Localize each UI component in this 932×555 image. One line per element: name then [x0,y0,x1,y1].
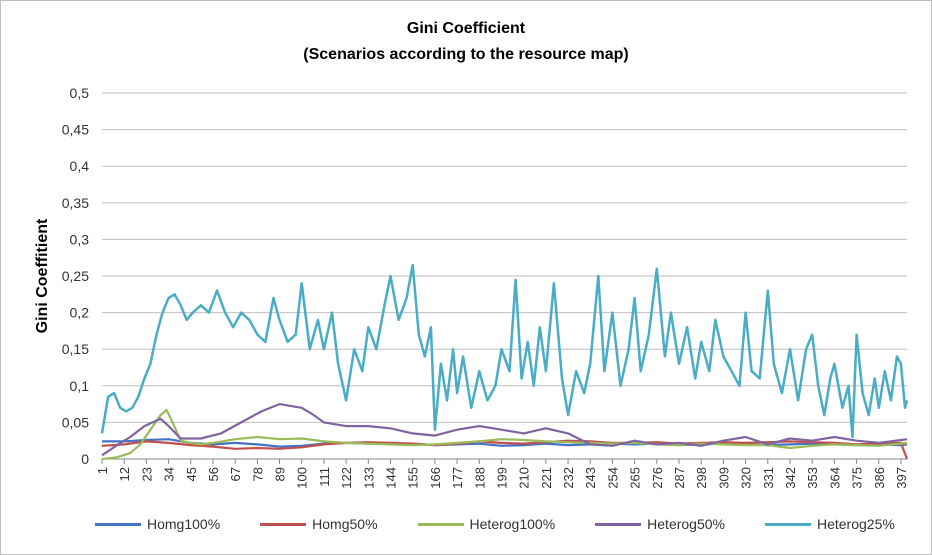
chart-legend: Homg100% Homg50% Heterog100% Heterog50% Hete… [95,516,932,532]
x-tick-label: 23 [139,467,154,481]
legend-label: Heterog25% [816,516,895,532]
y-axis-label: Gini Coeffitient [34,218,51,333]
x-tick-label: 309 [716,467,731,489]
x-tick-label: 188 [472,467,487,489]
x-tick-label: 375 [850,467,865,489]
y-tick-label: 0,15 [62,341,89,357]
legend-label: Heterog100% [469,516,556,532]
x-tick-label: 364 [827,467,842,489]
grid-lines [102,92,907,460]
x-tick-label: 210 [517,467,532,489]
y-tick-label: 0,1 [70,378,90,394]
y-tick-label: 0,25 [62,268,89,284]
x-tick-label: 100 [295,467,310,489]
x-tick-label: 342 [783,467,798,489]
x-tick-label: 287 [672,467,687,489]
x-axis-ticks: 1 12 23 34 45 56 67 78 89 100 111 122 133 144 155 166 17… [95,459,909,489]
y-tick-label: 0,5 [70,85,90,101]
x-tick-label: 56 [206,467,221,481]
x-tick-label: 89 [273,467,288,481]
x-tick-label: 254 [605,467,620,489]
chart-title: Gini Coefficient [406,20,526,37]
x-tick-label: 144 [384,467,399,489]
legend-swatch [417,522,464,526]
legend-item: Heterog100% [417,516,556,532]
series-line-heterog100- [101,408,908,461]
x-tick-label: 45 [184,467,199,481]
legend-item: Homg100% [95,516,220,532]
series-line-homg100- [102,438,908,448]
x-tick-label: 67 [228,467,243,481]
series-line-heterog25- [100,263,909,439]
x-tick-label: 122 [339,467,354,489]
y-tick-label: 0,35 [62,195,89,211]
series-lines [100,263,909,461]
series-line-heterog50- [101,403,908,457]
y-tick-label: 0,3 [70,231,90,247]
x-tick-label: 177 [450,467,465,489]
x-tick-label: 221 [539,467,554,489]
legend-label: Homg50% [312,516,378,532]
x-tick-label: 331 [761,467,776,489]
x-tick-label: 155 [406,467,421,489]
x-tick-label: 232 [561,467,576,489]
x-tick-label: 111 [317,467,332,487]
legend-swatch [595,522,642,526]
x-tick-label: 397 [894,467,909,489]
y-tick-label: 0,05 [62,414,89,430]
x-tick-label: 386 [872,467,887,489]
x-tick-label: 265 [628,467,643,489]
legend-swatch [764,522,811,526]
y-tick-label: 0,4 [70,158,90,174]
legend-item: Heterog50% [595,516,725,532]
x-tick-label: 298 [694,467,709,489]
y-tick-label: 0,45 [62,122,89,138]
x-tick-label: 320 [739,467,754,489]
x-tick-label: 133 [361,467,376,489]
legend-swatch [260,522,307,526]
legend-label: Heterog50% [647,516,725,532]
chart-subtitle: (Scenarios according to the resource map… [303,46,629,63]
x-tick-label: 12 [117,467,132,481]
series-line-homg50- [101,439,909,460]
x-tick-label: 166 [428,467,443,489]
legend-item: Heterog25% [764,516,895,532]
x-tick-label: 1 [95,467,110,474]
y-axis-ticks: 0 0,05 0,1 0,15 0,2 0,25 0,3 0,35 0,4 0,45 0,5 [62,85,89,467]
x-tick-label: 276 [650,467,665,489]
x-tick-label: 34 [162,467,177,481]
x-tick-label: 78 [250,467,265,481]
x-tick-label: 199 [494,467,509,489]
legend-item: Homg50% [260,516,378,532]
legend-swatch [95,522,141,526]
y-tick-label: 0,2 [70,305,90,321]
x-tick-label: 243 [583,467,598,489]
x-tick-label: 353 [805,467,820,489]
legend-label: Homg100% [147,516,221,532]
y-tick-label: 0 [81,451,89,467]
